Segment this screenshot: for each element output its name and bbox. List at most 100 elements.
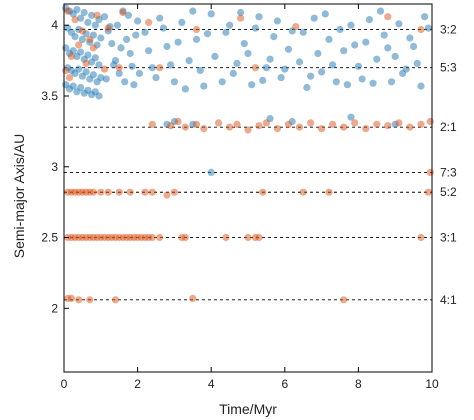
data-point [67, 52, 75, 61]
data-point [88, 11, 96, 19]
data-point [73, 6, 81, 14]
data-point [148, 120, 156, 128]
data-point [362, 125, 370, 133]
data-point [69, 82, 77, 90]
data-point [77, 83, 85, 92]
data-point [343, 81, 351, 89]
data-point [340, 296, 348, 304]
resonance-label: 7:3 [440, 165, 457, 179]
tick-labels: 0 2 4 6 8 10 2 2.5 3 3.5 4 [41, 18, 439, 391]
resonance-labels: 3:2 5:3 2:1 7:3 5:2 3:1 4:1 [440, 22, 457, 306]
y-tick-label: 2.5 [41, 231, 58, 245]
data-point [295, 123, 304, 131]
data-point [273, 125, 281, 133]
data-point [113, 21, 121, 29]
data-point [329, 120, 337, 128]
data-point [170, 78, 178, 86]
data-point [244, 126, 252, 134]
data-point [410, 42, 418, 51]
data-point [318, 68, 326, 76]
data-point [284, 45, 293, 53]
data-point [391, 52, 399, 61]
data-point [115, 69, 123, 77]
data-point [255, 122, 263, 130]
data-point [284, 120, 293, 128]
data-point [295, 58, 304, 66]
data-point [97, 188, 105, 196]
data-point [226, 123, 234, 131]
data-point [141, 188, 149, 196]
data-point [244, 49, 252, 58]
data-point [145, 47, 153, 55]
data-point [84, 18, 92, 26]
data-point [86, 35, 94, 44]
y-tick-label: 4 [51, 18, 58, 32]
data-point [251, 24, 259, 32]
data-point [181, 233, 189, 242]
data-point [91, 54, 99, 62]
x-tick-label: 8 [355, 377, 362, 391]
data-point [340, 47, 348, 55]
data-point [189, 7, 197, 15]
data-point [111, 296, 120, 304]
data-point [145, 18, 153, 26]
data-point [248, 81, 256, 89]
data-point [222, 28, 230, 36]
data-point [413, 59, 421, 67]
data-point [75, 41, 83, 49]
data-point [318, 125, 326, 133]
data-point [123, 35, 131, 44]
data-point [417, 120, 425, 128]
data-point [262, 64, 270, 72]
data-point [200, 82, 208, 90]
x-tick-label: 0 [61, 377, 68, 391]
data-point [91, 21, 99, 29]
resonance-label: 4:1 [440, 293, 457, 307]
data-point [329, 61, 337, 69]
data-point [126, 188, 134, 196]
data-point [148, 64, 156, 72]
data-point [387, 78, 396, 86]
data-point [163, 42, 171, 51]
data-point [207, 10, 215, 18]
data-point [426, 168, 434, 176]
data-point [148, 233, 156, 242]
data-point [124, 11, 132, 19]
data-point [100, 65, 109, 73]
data-point [406, 123, 414, 131]
data-point [237, 8, 245, 17]
data-point [233, 59, 241, 67]
data-point [134, 17, 142, 25]
data-point [399, 69, 407, 77]
data-point [266, 55, 274, 63]
data-point [100, 13, 109, 21]
data-point [251, 64, 259, 72]
data-point [110, 61, 118, 69]
data-point [347, 21, 355, 29]
data-point [365, 16, 373, 24]
data-point [307, 72, 315, 80]
data-point [200, 125, 208, 133]
data-point [71, 16, 79, 24]
data-point [222, 233, 230, 242]
data-point [303, 83, 311, 92]
x-tick-label: 10 [425, 377, 439, 391]
data-point [336, 25, 344, 34]
y-tick-label: 3.5 [41, 89, 58, 103]
data-point [211, 52, 219, 61]
resonance-lines [64, 29, 432, 301]
data-point [262, 119, 270, 127]
data-point [95, 61, 103, 69]
resonance-label: 5:2 [440, 185, 457, 199]
data-point [89, 71, 97, 79]
data-point [132, 31, 140, 39]
data-point [325, 35, 333, 44]
data-point [89, 44, 97, 52]
data-point [314, 49, 322, 58]
data-point [80, 8, 88, 17]
x-axis-label: Time/Myr [219, 401, 277, 417]
data-point [167, 61, 175, 69]
data-point [421, 13, 429, 21]
data-point [351, 119, 359, 127]
